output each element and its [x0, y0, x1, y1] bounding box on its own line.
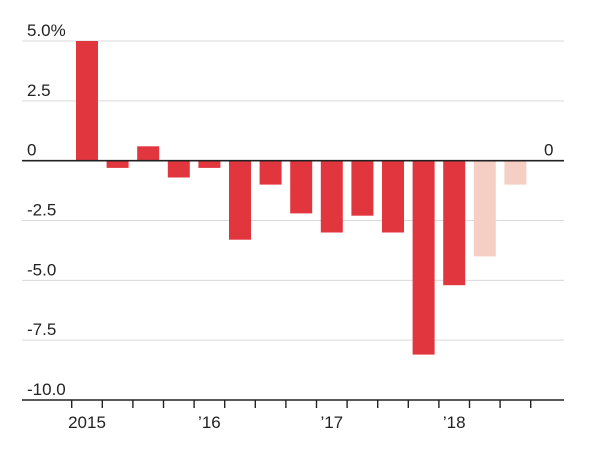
- y-tick-label: -7.5: [27, 320, 56, 339]
- bar: [198, 160, 221, 168]
- x-tick-label: ’16: [198, 413, 221, 432]
- bar: [137, 146, 160, 161]
- bar: [106, 160, 129, 168]
- y-tick-label: 2.5: [27, 81, 51, 100]
- forecast-bar: [504, 160, 527, 185]
- bar: [76, 41, 98, 161]
- x-tick-label: 2015: [68, 413, 106, 432]
- y-tick-label: 0: [27, 141, 36, 160]
- bar: [412, 160, 435, 355]
- bar: [320, 160, 343, 233]
- y-tick-label: -2.5: [27, 201, 56, 220]
- bar: [229, 160, 251, 240]
- forecast-bar: [473, 160, 496, 257]
- bars: [76, 41, 527, 355]
- y-tick-labels: 5.0% 2.5 0 -2.5 -5.0 -7.5 -10.0: [27, 21, 66, 399]
- zero-line-end-label: 0: [544, 141, 553, 160]
- bar: [382, 160, 404, 233]
- bar: [290, 160, 313, 214]
- axes: 0: [22, 141, 564, 408]
- bar: [351, 160, 374, 216]
- bar: [167, 160, 190, 178]
- y-tick-label: -5.0: [27, 260, 56, 279]
- x-tick-labels: 2015 ’16 ’17 ’18: [68, 413, 465, 432]
- x-tick-label: ’18: [443, 413, 466, 432]
- x-tick-label: ’17: [320, 413, 343, 432]
- bar: [259, 160, 282, 185]
- y-tick-label: 5.0%: [27, 21, 66, 40]
- bar: [443, 160, 466, 286]
- y-tick-label: -10.0: [27, 380, 66, 399]
